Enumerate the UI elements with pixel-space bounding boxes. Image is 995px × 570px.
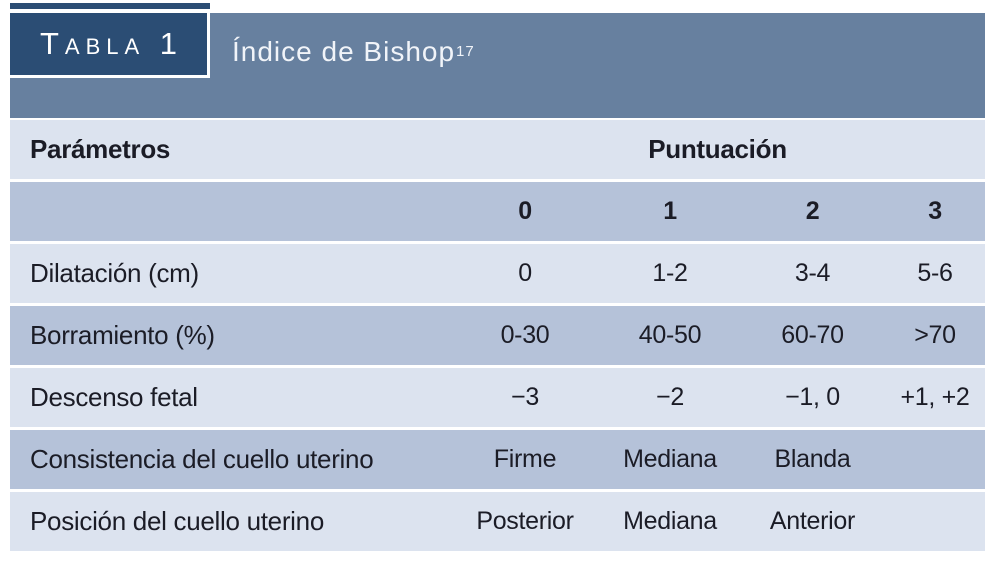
row-label: Posición del cuello uterino [30,506,324,536]
score-column-header: 1 [663,197,677,225]
cell-value: 40-50 [638,321,702,349]
score-column-header: 2 [805,197,820,225]
table-header-row: Parámetros Puntuación [10,120,985,179]
cell-value: 0 [518,259,532,287]
row-label: Borramiento (%) [30,320,215,350]
table-row: Dilatación (cm) 0 1-2 3-4 5-6 [10,244,985,303]
table-title-text: Índice de Bishop [232,36,456,67]
cell-value: Firme [493,445,557,473]
cell-value: 3-4 [794,259,831,287]
cell-value: −1, 0 [785,383,840,411]
cell-value: >70 [914,321,956,349]
cell-value: Posterior [476,507,574,535]
cell-value: +1, +2 [900,383,970,411]
table-title: Índice de Bishop 17 [232,36,475,67]
table-number-label: Tabla 1 [39,26,184,61]
table-row: Consistencia del cuello uterino Firme Medi… [10,430,985,489]
cell-value: Mediana [623,445,717,473]
bishop-score-table: Parámetros Puntuación 0 1 2 3 Dilatación (cm… [10,120,985,551]
cell-value: 60-70 [781,321,844,349]
cell-value: Blanda [774,445,851,473]
cell-value: −2 [656,383,684,411]
cell-value: 0-30 [500,321,550,349]
column-header-parameters: Parámetros [30,134,171,164]
table-row: Posición del cuello uterino Posterior Medi… [10,492,985,551]
table-container: Índice de Bishop 17 Tabla 1 Parámetros Pu… [10,0,985,570]
row-label: Dilatación (cm) [30,258,199,288]
score-column-header: 0 [518,197,532,225]
cell-value: Anterior [769,507,856,535]
table-row: Borramiento (%) 0-30 40-50 60-70 >70 [10,306,985,365]
header-accent-strip [10,3,210,9]
table-number-box: Tabla 1 [10,13,210,78]
column-header-score: Puntuación [648,134,787,164]
cell-value: 5-6 [917,259,953,287]
cell-value: Mediana [623,507,717,535]
cell-value: −3 [511,383,539,411]
row-label: Descenso fetal [30,382,198,412]
cell-value: 1-2 [652,259,688,287]
table-row: Descenso fetal −3 −2 −1, 0 +1, +2 [10,368,985,427]
row-label: Consistencia del cuello uterino [30,444,374,474]
score-columns-row: 0 1 2 3 [10,182,985,241]
score-column-header: 3 [928,197,942,225]
